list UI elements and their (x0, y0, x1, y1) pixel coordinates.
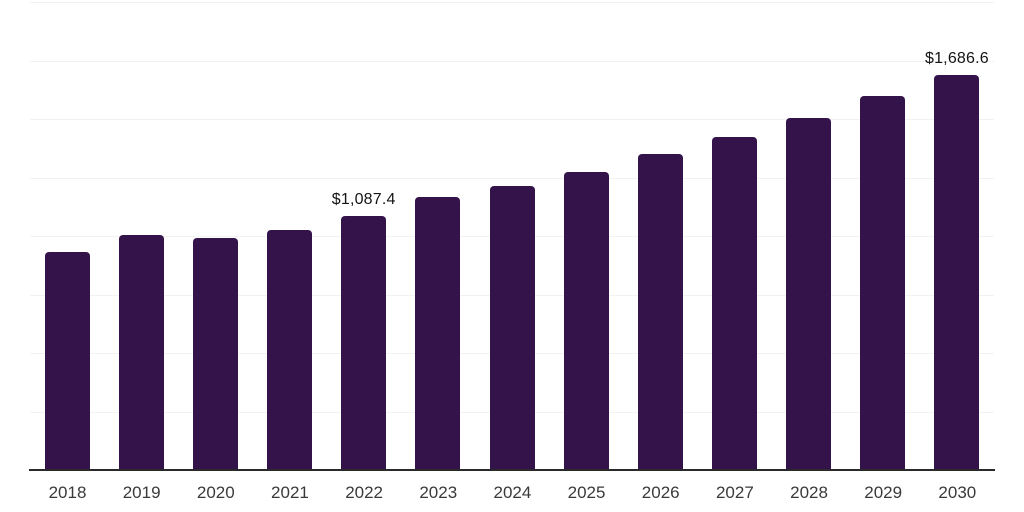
x-tick-2022: 2022 (345, 483, 384, 502)
x-tick-2029: 2029 (864, 483, 903, 502)
bar-2027 (711, 136, 757, 470)
x-tick-2030: 2030 (938, 483, 977, 502)
gridline-2000 (30, 2, 994, 3)
bar-2020 (192, 237, 238, 470)
x-tick-2019: 2019 (122, 483, 161, 502)
bar-2023 (415, 197, 461, 470)
bar-2028 (786, 117, 832, 470)
gridline-1250 (30, 177, 994, 179)
gridline-1500 (30, 119, 994, 120)
x-tick-2026: 2026 (641, 483, 680, 502)
bar-2024 (489, 186, 535, 470)
x-tick-2023: 2023 (419, 483, 458, 502)
bar-2026 (637, 154, 683, 470)
bar-2030 (934, 75, 980, 470)
bar-2022 (341, 215, 387, 470)
bar-2025 (563, 171, 609, 470)
x-tick-2025: 2025 (567, 483, 606, 502)
gridline-1750 (30, 60, 994, 62)
x-axis-line (29, 469, 995, 471)
x-tick-2028: 2028 (790, 483, 828, 502)
x-tick-2020: 2020 (196, 483, 235, 502)
x-tick-2024: 2024 (493, 483, 532, 502)
value-label-2022: $1,087.4 (331, 190, 396, 208)
bar-2019 (118, 235, 164, 470)
bar-2029 (860, 96, 906, 470)
x-tick-2021: 2021 (271, 483, 309, 502)
x-tick-2018: 2018 (48, 483, 87, 502)
bar-2021 (267, 230, 313, 470)
bar-2018 (44, 251, 90, 470)
value-label-2030: $1,686.6 (924, 50, 989, 68)
x-tick-2027: 2027 (715, 483, 754, 502)
plot-area: $1,087.4 $1,686.6 (30, 2, 994, 470)
